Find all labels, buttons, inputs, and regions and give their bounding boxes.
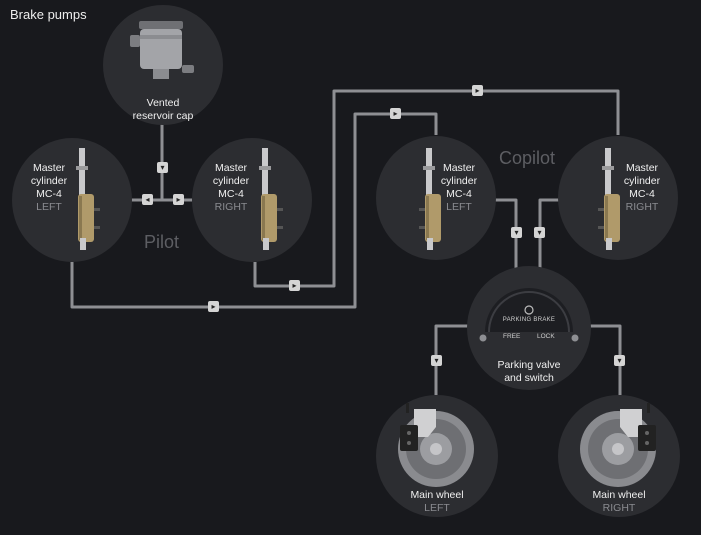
line-pilot-left-feed [70,112,438,309]
flow-right-marker: ▸ [289,280,300,291]
cylinder-label: Master cylinder MC-4 LEFT [30,162,68,213]
parking-free-label: FREE [503,333,521,340]
master-cylinder-icon [419,148,441,250]
wheel-brake-icon [398,403,474,487]
cylinder-label: Master cylinder MC-4 RIGHT [212,162,250,213]
master-cylinder-icon [598,148,620,250]
flow-left-marker: ◂ [142,194,153,205]
line-park-to-left-wheel [434,324,470,395]
line-pilot-right-feed [253,89,620,288]
flow-down-marker: ▾ [431,355,442,366]
page-title: Brake pumps [10,7,87,22]
flow-right-marker: ▸ [208,301,219,312]
cylinder-label: Master cylinder MC-4 LEFT [440,162,478,213]
cylinder-copilot-right[interactable]: Master cylinder MC-4 RIGHT [558,136,678,260]
wheel-label: Main wheel RIGHT [592,489,646,514]
cylinder-label: Master cylinder MC-4 RIGHT [623,162,661,213]
flow-down-marker: ▾ [157,162,168,173]
parking-brake-gauge-icon [479,288,579,342]
cylinder-pilot-right[interactable]: Master cylinder MC-4 RIGHT [192,138,312,262]
wheel-right-node[interactable]: Main wheel RIGHT [558,395,680,517]
parking-gauge-title: PARKING BRAKE [502,317,556,323]
master-cylinder-icon [259,148,283,250]
flow-down-marker: ▾ [534,227,545,238]
parking-valve-node[interactable]: PARKING BRAKE FREE LOCK Parking valve an… [467,266,591,390]
wheel-left-node[interactable]: Main wheel LEFT [376,395,498,517]
parking-lock-label: LOCK [537,333,555,340]
flow-down-marker: ▾ [614,355,625,366]
flow-down-marker: ▾ [511,227,522,238]
reservoir-label: Vented reservoir cap [132,97,194,122]
group-label-copilot: Copilot [499,148,556,168]
line-copilot-right-out [538,198,560,268]
flow-right-marker: ▸ [390,108,401,119]
master-cylinder-icon [76,148,100,250]
wheel-label: Main wheel LEFT [410,489,464,514]
cylinder-copilot-left[interactable]: Master cylinder MC-4 LEFT [376,136,496,260]
line-park-to-right-wheel [588,324,622,395]
group-label-pilot: Pilot [144,232,180,252]
parking-valve-label: Parking valve and switch [497,359,561,384]
reservoir-node[interactable]: Vented reservoir cap [103,5,223,125]
flow-right-marker: ▸ [472,85,483,96]
flow-right-marker: ▸ [173,194,184,205]
cylinder-pilot-left[interactable]: Master cylinder MC-4 LEFT [12,138,132,262]
wheel-brake-icon [580,403,656,487]
reservoir-icon [130,21,194,79]
